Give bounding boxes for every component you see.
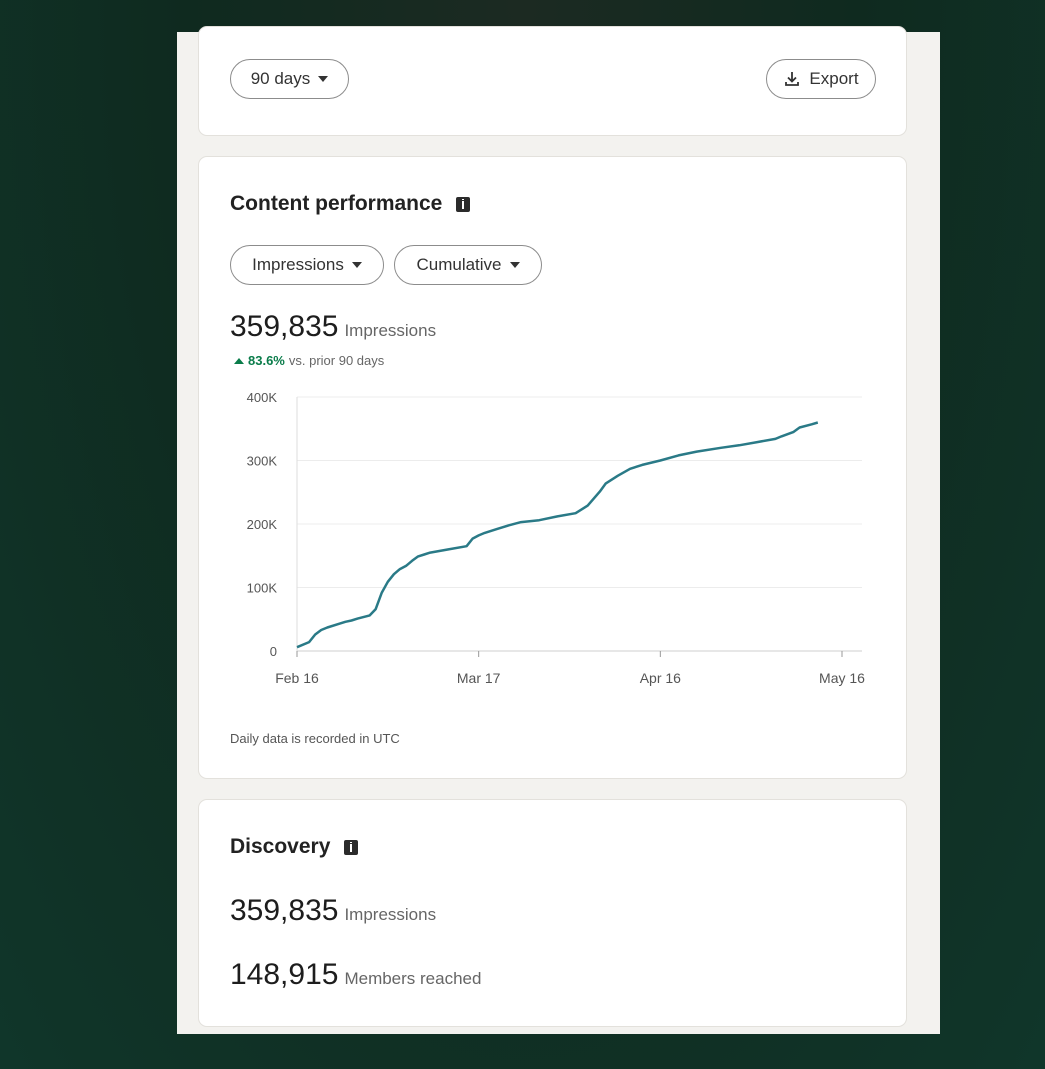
download-icon: [785, 72, 800, 86]
impressions-line: [296, 421, 819, 649]
y-tick-label: 300K: [247, 454, 278, 469]
members-reached-label: Members reached: [344, 969, 482, 988]
members-reached: 148,915 Members reached: [230, 958, 481, 992]
discovery-card: Discovery 359,835 Impressions 148,915 Me…: [198, 799, 907, 1027]
y-tick-label: 400K: [247, 390, 278, 405]
discovery-impressions: 359,835 Impressions: [230, 894, 436, 928]
y-tick-label: 100K: [247, 581, 278, 596]
chevron-down-icon: [509, 262, 520, 268]
delta-text: vs. prior 90 days: [288, 353, 385, 368]
export-label: Export: [809, 69, 859, 88]
x-tick-label: May 16: [819, 670, 865, 686]
x-axis-ticks: Feb 16 Mar 17 Apr 16 May 16: [275, 651, 865, 686]
y-tick-label: 200K: [247, 517, 278, 532]
mode-dropdown-label: Cumulative: [416, 255, 502, 274]
mode-dropdown[interactable]: Cumulative: [394, 245, 542, 285]
impressions-chart: 0 100K 200K 300K 400K Feb 16 Mar 17 Apr 16 May …: [247, 390, 866, 686]
x-tick-label: Mar 17: [457, 670, 501, 686]
chevron-down-icon: [318, 76, 329, 82]
members-reached-value: 148,915: [230, 958, 339, 991]
info-icon[interactable]: [456, 196, 471, 212]
arrow-up-icon: [234, 357, 244, 364]
analytics-panel: 90 days Export Content performance Impre…: [177, 26, 940, 1034]
y-tick-label: 0: [270, 644, 277, 659]
x-tick-label: Apr 16: [640, 670, 681, 686]
delta-percent: 83.6%: [248, 353, 285, 368]
chevron-down-icon: [351, 262, 362, 268]
content-performance-title: Content performance: [230, 192, 471, 216]
export-button[interactable]: Export: [766, 59, 876, 99]
filter-card: 90 days Export: [198, 26, 907, 136]
discovery-impressions-label: Impressions: [344, 905, 437, 924]
date-range-dropdown[interactable]: 90 days: [230, 59, 349, 99]
date-range-label: 90 days: [250, 69, 311, 88]
total-impressions: 359,835 Impressions: [230, 310, 436, 344]
metric-dropdown[interactable]: Impressions: [230, 245, 384, 285]
total-impressions-value: 359,835: [230, 310, 339, 343]
total-impressions-label: Impressions: [344, 321, 437, 340]
x-tick-label: Feb 16: [275, 670, 319, 686]
utc-footnote: Daily data is recorded in UTC: [230, 731, 400, 746]
delta-indicator: 83.6% vs. prior 90 days: [234, 353, 384, 368]
chart-grid: [296, 396, 862, 652]
metric-dropdown-label: Impressions: [252, 255, 344, 274]
info-icon[interactable]: [344, 839, 359, 855]
content-performance-heading: Content performance: [230, 192, 443, 215]
discovery-heading: Discovery: [230, 835, 331, 858]
y-axis-ticks: 0 100K 200K 300K 400K: [247, 390, 278, 659]
content-performance-card: Content performance Impressions Cumulati…: [198, 156, 907, 779]
discovery-title: Discovery: [230, 835, 359, 859]
discovery-impressions-value: 359,835: [230, 894, 339, 927]
